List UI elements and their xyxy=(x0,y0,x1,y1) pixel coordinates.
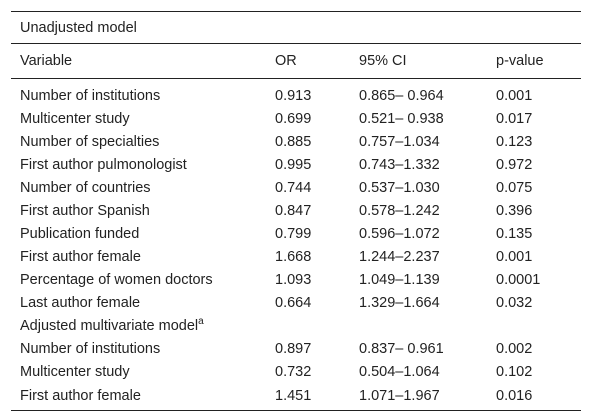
cell-pvalue: 0.001 xyxy=(496,248,533,265)
cell-or: 0.699 xyxy=(275,110,312,127)
table-title: Unadjusted model xyxy=(11,11,582,44)
cell-variable: Multicenter study xyxy=(20,110,130,127)
header-row: Variable OR 95% CI p-value xyxy=(11,43,582,79)
table-row: Number of institutions 0.897 0.837– 0.96… xyxy=(11,337,581,360)
footnote-mark: a xyxy=(198,315,204,327)
cell-or: 0.744 xyxy=(275,179,312,196)
cell-or: 1.093 xyxy=(275,271,312,288)
cell-or: 0.897 xyxy=(275,340,312,357)
cell-variable: First author female xyxy=(20,248,141,265)
cell-pvalue: 0.972 xyxy=(496,156,533,173)
cell-variable: Number of specialties xyxy=(20,133,160,150)
cell-ci: 0.865– 0.964 xyxy=(359,87,444,104)
cell-ci: 0.504–1.064 xyxy=(359,363,440,380)
cell-pvalue: 0.102 xyxy=(496,363,533,380)
adjusted-model-label: Adjusted multivariate modela xyxy=(11,314,581,337)
cell-or: 0.664 xyxy=(275,294,312,311)
cell-pvalue: 0.001 xyxy=(496,87,533,104)
table-row: First author female 1.668 1.244–2.237 0.… xyxy=(11,245,581,268)
cell-ci: 0.837– 0.961 xyxy=(359,340,444,357)
cell-variable: First author pulmonologist xyxy=(20,156,187,173)
table-row: Last author female 0.664 1.329–1.664 0.0… xyxy=(11,291,581,314)
cell-or: 0.732 xyxy=(275,363,312,380)
table-row: First author Spanish 0.847 0.578–1.242 0… xyxy=(11,199,581,222)
header-or: OR xyxy=(266,43,350,79)
cell-pvalue: 0.396 xyxy=(496,202,533,219)
cell-ci: 0.537–1.030 xyxy=(359,179,440,196)
table-row: Multicenter study 0.699 0.521– 0.938 0.0… xyxy=(11,107,581,130)
cell-ci: 0.757–1.034 xyxy=(359,133,440,150)
cell-variable: First author Spanish xyxy=(20,202,150,219)
cell-variable: Last author female xyxy=(20,294,141,311)
cell-or: 0.847 xyxy=(275,202,312,219)
cell-pvalue: 0.135 xyxy=(496,225,533,242)
cell-or: 0.913 xyxy=(275,87,312,104)
cell-ci: 0.596–1.072 xyxy=(359,225,440,242)
results-table-container: Unadjusted model Variable OR 95% CI p-va… xyxy=(11,11,582,411)
cell-pvalue: 0.016 xyxy=(487,383,582,411)
cell-pvalue: 0.002 xyxy=(496,340,533,357)
cell-or: 0.885 xyxy=(275,133,312,150)
adjusted-model-label-text: Adjusted multivariate model xyxy=(20,317,199,334)
cell-variable: Number of institutions xyxy=(20,87,161,104)
table-row: First author pulmonologist 0.995 0.743–1… xyxy=(11,153,581,176)
cell-ci: 0.578–1.242 xyxy=(359,202,440,219)
cell-pvalue: 0.017 xyxy=(496,110,533,127)
header-ci: 95% CI xyxy=(350,43,487,79)
section-label-row: Adjusted multivariate modela xyxy=(11,314,581,337)
cell-pvalue: 0.123 xyxy=(496,133,533,150)
cell-pvalue: 0.075 xyxy=(496,179,533,196)
cell-variable: Publication funded xyxy=(20,225,140,242)
table-row: Number of specialties 0.885 0.757–1.034 … xyxy=(11,130,581,153)
cell-or: 0.995 xyxy=(275,156,312,173)
cell-variable: Multicenter study xyxy=(20,363,130,380)
cell-pvalue: 0.0001 xyxy=(496,271,541,288)
cell-ci: 1.329–1.664 xyxy=(359,294,440,311)
cell-variable: Number of countries xyxy=(20,179,151,196)
table-row: First author female 1.451 1.071–1.967 0.… xyxy=(11,383,582,411)
cell-variable: First author female xyxy=(11,383,266,411)
regression-results-table: Unadjusted model Variable OR 95% CI p-va… xyxy=(11,11,582,411)
table-title-row: Unadjusted model xyxy=(11,11,582,44)
cell-pvalue: 0.032 xyxy=(496,294,533,311)
cell-ci: 0.743–1.332 xyxy=(359,156,440,173)
cell-ci: 0.521– 0.938 xyxy=(359,110,444,127)
cell-ci: 1.244–2.237 xyxy=(359,248,440,265)
cell-variable: Percentage of women doctors xyxy=(20,271,213,288)
cell-or: 0.799 xyxy=(275,225,312,242)
cell-or: 1.668 xyxy=(275,248,312,265)
table-row: Number of countries 0.744 0.537–1.030 0.… xyxy=(11,176,581,199)
table-row: Number of institutions 0.913 0.865– 0.96… xyxy=(11,79,581,108)
cell-variable: Number of institutions xyxy=(20,340,161,357)
header-variable: Variable xyxy=(11,43,266,79)
table-row: Publication funded 0.799 0.596–1.072 0.1… xyxy=(11,222,581,245)
cell-ci: 1.071–1.967 xyxy=(350,383,487,411)
table-row: Multicenter study 0.732 0.504–1.064 0.10… xyxy=(11,360,581,383)
header-pvalue: p-value xyxy=(487,43,582,79)
cell-or: 1.451 xyxy=(266,383,350,411)
cell-ci: 1.049–1.139 xyxy=(359,271,440,288)
table-row: Percentage of women doctors 1.093 1.049–… xyxy=(11,268,581,291)
